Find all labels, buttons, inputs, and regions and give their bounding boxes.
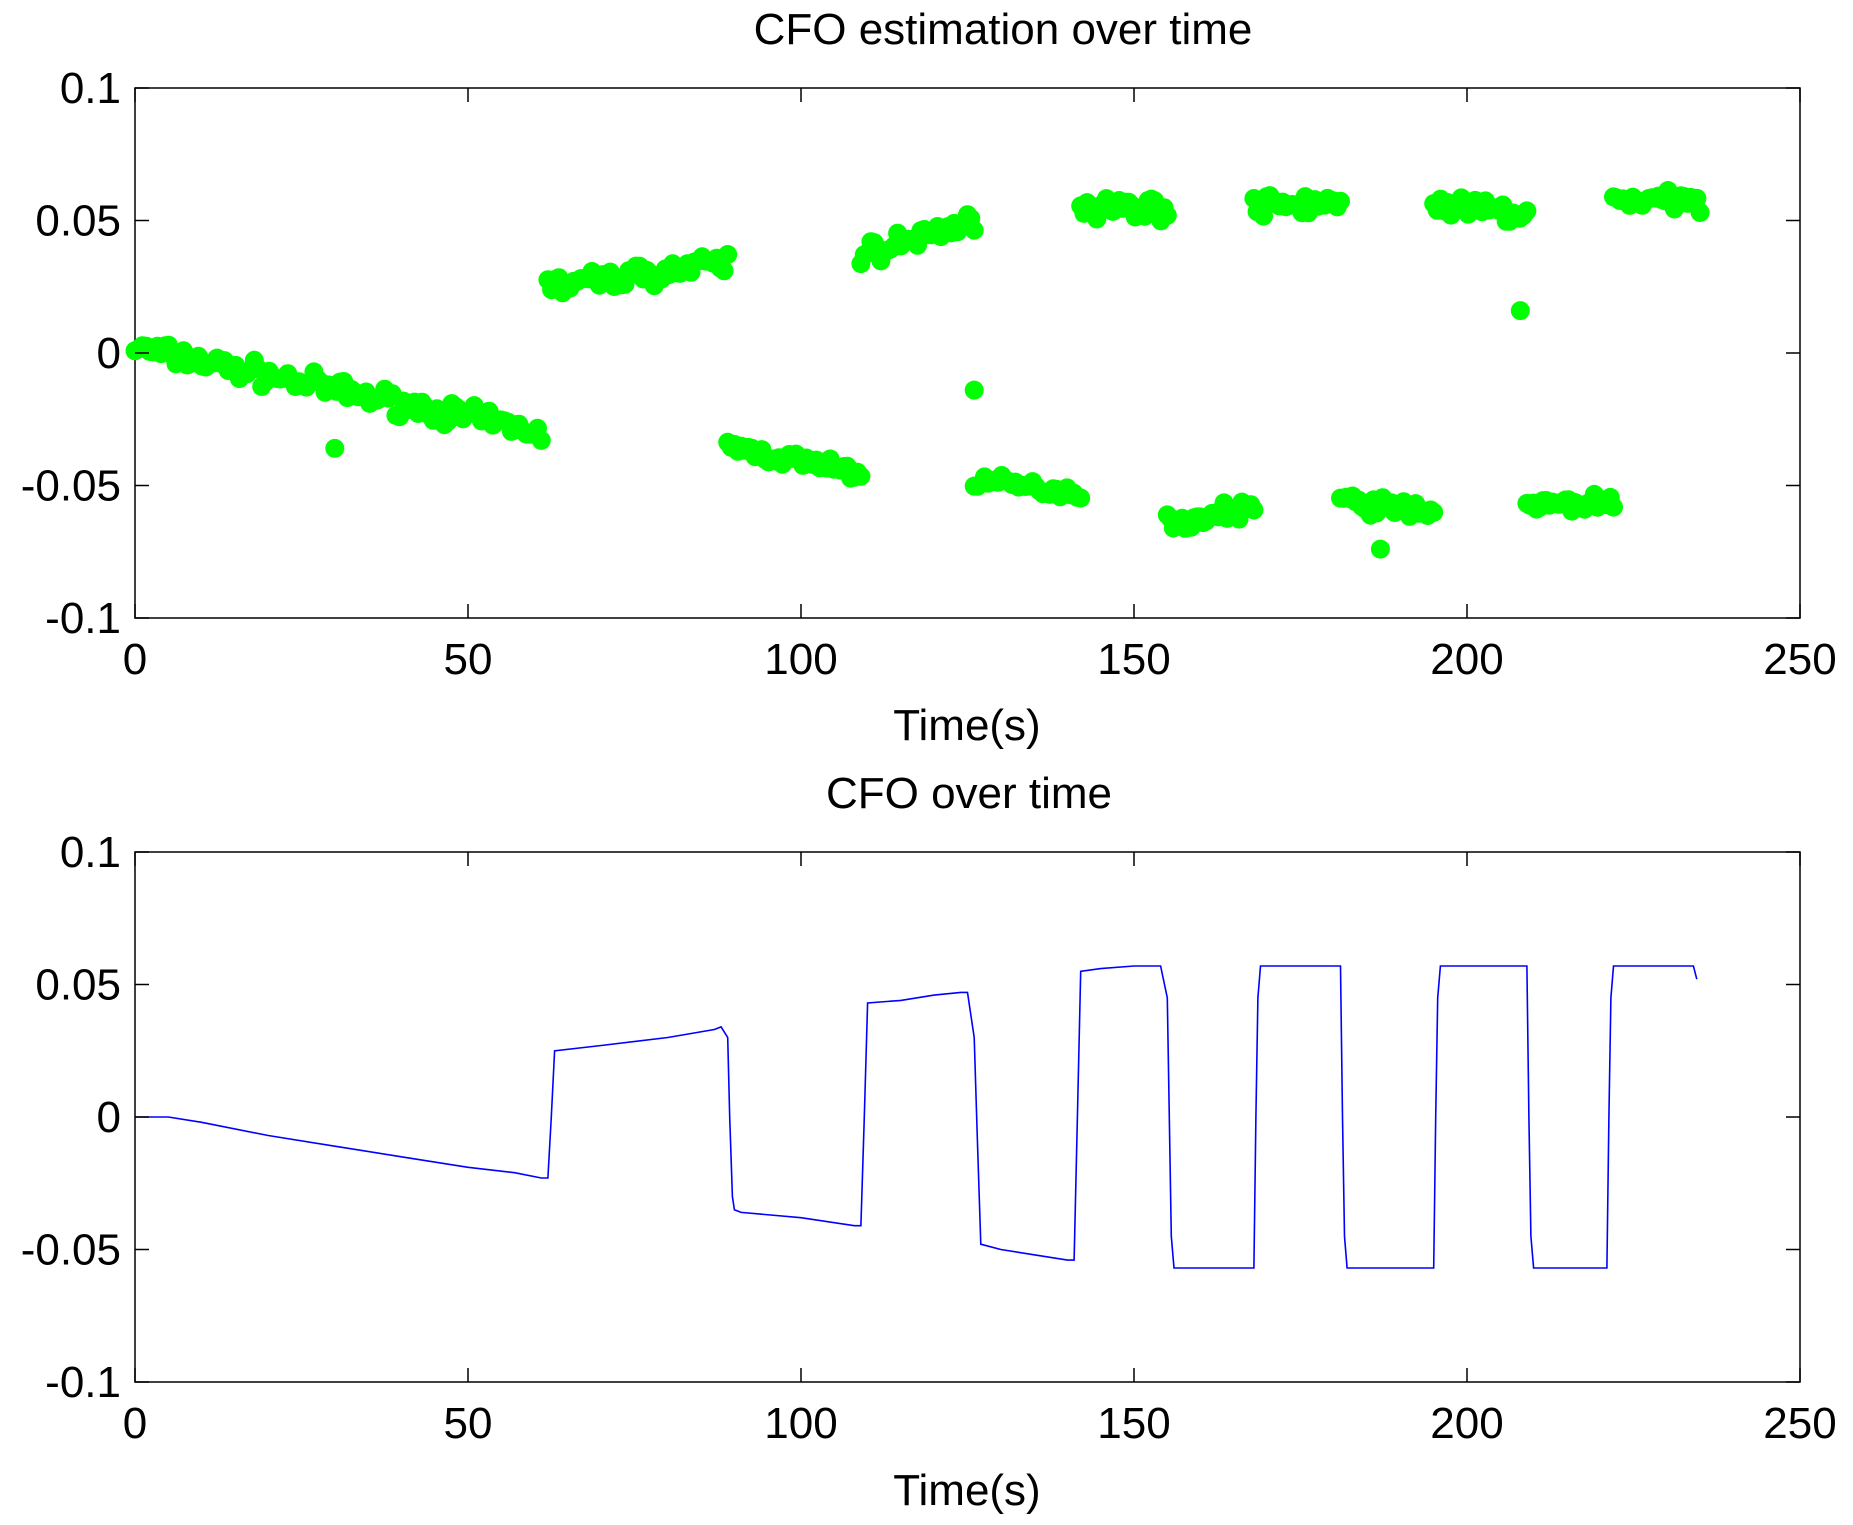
scatter-axes: CFO estimation over time 0.1 0.05 0 -0.05 -0… — [21, 5, 1837, 750]
y-tick-label: 0.05 — [35, 197, 121, 246]
scatter-point — [714, 261, 734, 281]
x-tick-label: 250 — [1763, 1399, 1836, 1448]
x-tick-label: 200 — [1430, 635, 1503, 684]
x-axis-label: Time(s) — [893, 1466, 1040, 1515]
cfo-line — [135, 965, 1698, 1269]
x-axis-label: Time(s) — [893, 701, 1040, 750]
scatter-point — [531, 430, 551, 450]
x-tick-label: 100 — [764, 1399, 837, 1448]
y-tick-label: -0.05 — [21, 462, 121, 511]
chart-title: CFO estimation over time — [754, 5, 1253, 54]
x-axis: 0 50 100 150 200 250 — [123, 852, 1837, 1448]
y-tick-label: 0 — [97, 1093, 121, 1142]
scatter-point — [1517, 201, 1537, 221]
y-tick-label: 0.1 — [60, 828, 121, 877]
x-tick-label: 250 — [1763, 635, 1836, 684]
x-tick-label: 150 — [1097, 1399, 1170, 1448]
scatter-point — [964, 380, 984, 400]
scatter-point — [851, 466, 871, 486]
chart-title: CFO over time — [826, 769, 1112, 818]
scatter-point — [1604, 497, 1623, 517]
scatter-point — [964, 220, 984, 240]
x-tick-label: 100 — [764, 635, 837, 684]
x-tick-label: 150 — [1097, 635, 1170, 684]
y-tick-label: 0.1 — [60, 64, 121, 113]
plot-area — [134, 851, 1801, 1383]
line-axes: CFO over time 0.1 0.05 0 -0.05 -0.1 0 50 100 15… — [21, 769, 1837, 1515]
x-tick-label: 50 — [444, 1399, 493, 1448]
scatter-point — [1331, 191, 1350, 211]
x-tick-label: 0 — [123, 635, 147, 684]
scatter-point — [718, 245, 738, 264]
x-tick-label: 0 — [123, 1399, 147, 1448]
x-tick-label: 50 — [444, 635, 493, 684]
y-axis: 0.1 0.05 0 -0.05 -0.1 — [21, 828, 1800, 1407]
line-series — [135, 965, 1698, 1269]
scatter-point — [1690, 203, 1710, 222]
y-tick-label: -0.1 — [45, 1358, 121, 1407]
x-axis: 0 50 100 150 200 250 — [123, 88, 1837, 684]
y-tick-label: 0 — [97, 329, 121, 378]
scatter-point — [1510, 301, 1530, 321]
scatter-point — [1370, 539, 1390, 559]
scatter-point — [1157, 205, 1177, 225]
scatter-point — [1424, 502, 1444, 522]
y-tick-label: -0.1 — [45, 594, 121, 643]
scatter-point — [1071, 488, 1091, 508]
x-tick-label: 200 — [1430, 1399, 1503, 1448]
y-tick-label: 0.05 — [35, 961, 121, 1010]
scatter-point — [1244, 500, 1264, 520]
scatter-points — [125, 181, 1710, 559]
plot-area — [134, 87, 1801, 619]
y-tick-label: -0.05 — [21, 1226, 121, 1275]
y-axis: 0.1 0.05 0 -0.05 -0.1 — [21, 64, 1800, 643]
scatter-point — [325, 438, 345, 458]
